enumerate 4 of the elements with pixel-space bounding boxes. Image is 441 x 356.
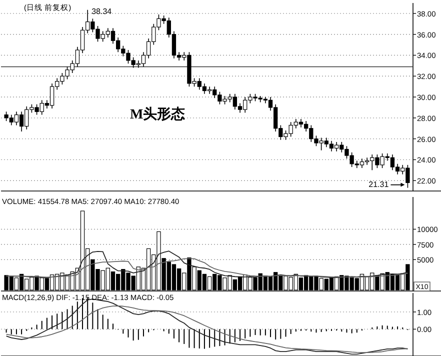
line-series	[6, 258, 408, 278]
annotation: 21.31	[368, 180, 390, 189]
annotation: M头形态	[130, 106, 186, 122]
annotation: 38.34	[92, 6, 112, 16]
